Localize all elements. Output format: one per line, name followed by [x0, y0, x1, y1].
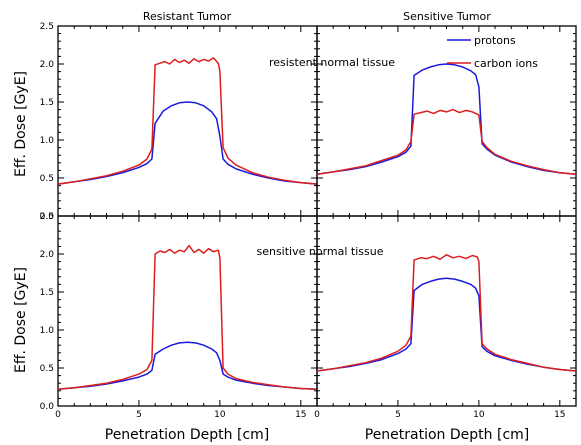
annotation-sensitive-normal-tissue: sensitive normal tissue [256, 245, 383, 258]
y-tick-label: 1.5 [40, 98, 54, 108]
y-tick-label: 1.0 [40, 326, 55, 336]
y-tick-label: 0.0 [40, 212, 55, 222]
y-tick-label: 0.5 [40, 174, 54, 184]
x-tick-label: 5 [136, 410, 142, 420]
y-tick-label: 2.0 [40, 250, 55, 260]
x-tick-label: 10 [473, 410, 485, 420]
x-tick-label: 5 [395, 410, 401, 420]
panel-top-left: 0.0 0.5 1.0 1.5 2.0 2.5 [40, 22, 318, 222]
series-line-carbon-ions [57, 244, 318, 391]
series-line-carbon-ions [316, 254, 577, 372]
panel-bottom-left: 0.0 0.5 1.0 1.5 2.0 2.5 0 5 10 15 [40, 212, 318, 420]
column-title-resistant-tumor: Resistant Tumor [143, 10, 232, 23]
series-line-protons [316, 277, 577, 372]
y-tick-label: 1.5 [40, 288, 54, 298]
panel-frame [57, 25, 318, 217]
y-tick-label: 2.5 [40, 22, 54, 32]
top-y-axis-title: Eff. Dose [GyE] [13, 71, 29, 177]
y-tick-label: 2.0 [40, 60, 55, 70]
x-tick-label: 0 [55, 410, 61, 420]
series-line-protons [316, 63, 577, 175]
series-line-carbon-ions [316, 108, 577, 175]
x-tick-label: 15 [554, 410, 565, 420]
y-tick-label: 2.5 [40, 212, 54, 222]
legend-protons-label: protons [474, 34, 516, 47]
x-tick-label: 10 [214, 410, 226, 420]
y-tick-label: 0.5 [40, 364, 54, 374]
series-line-protons [57, 341, 318, 391]
panel-bottom-right: 0 5 10 15 [314, 215, 577, 420]
y-tick-label: 1.0 [40, 136, 55, 146]
right-x-axis-title: Penetration Depth [cm] [365, 427, 530, 443]
annotation-resistent-normal-tissue: resistent normal tissue [269, 56, 395, 69]
x-tick-label: 0 [314, 410, 320, 420]
x-tick-label: 15 [295, 410, 306, 420]
series-line-carbon-ions [57, 57, 318, 185]
y-tick-label: 0.0 [40, 402, 55, 412]
panel-frame [316, 25, 577, 217]
plot-panels: 0.00.51.01.52.02.50.00.51.01.52.02.50 5 10… [40, 22, 577, 420]
panel-top-right [316, 25, 577, 217]
column-title-sensitive-tumor: Sensitive Tumor [403, 10, 491, 23]
legend-carbon-ions-label: carbon ions [474, 57, 538, 70]
legend: protons carbon ions [447, 34, 538, 70]
left-x-axis-title: Penetration Depth [cm] [105, 427, 270, 443]
bottom-y-axis-title: Eff. Dose [GyE] [13, 267, 29, 373]
series-line-protons [57, 101, 318, 185]
